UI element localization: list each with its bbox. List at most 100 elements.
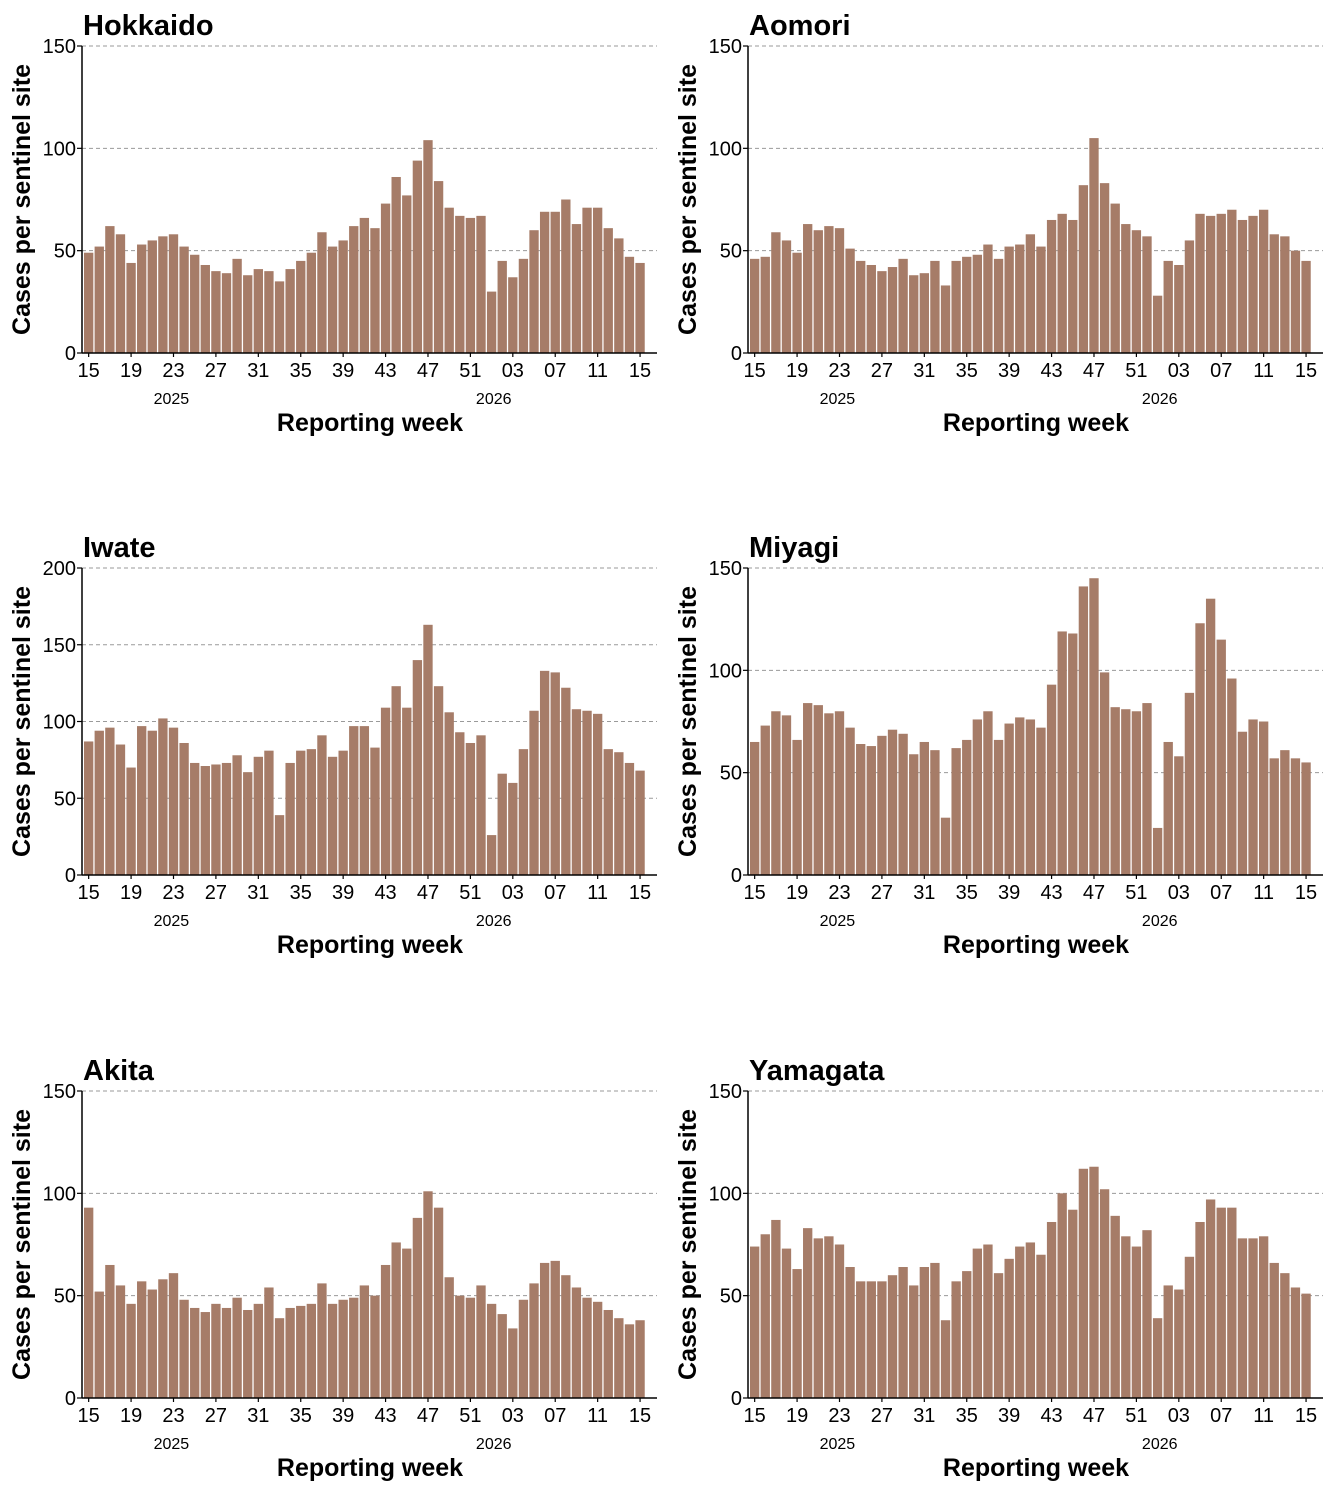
bar-week-39-24	[1004, 246, 1014, 353]
bar-week-03-40	[1174, 264, 1184, 353]
x-tick-label: 51	[459, 1405, 481, 1427]
bar-week-04-41	[518, 749, 529, 875]
bar-week-20-5	[137, 1281, 147, 1398]
x-tick-label: 07	[1210, 1405, 1232, 1427]
bar-week-45-30	[1068, 1209, 1078, 1398]
bar-week-30-15	[909, 754, 919, 875]
x-tick-label: 15	[744, 882, 766, 904]
bar-week-19-4	[792, 739, 802, 875]
bar-week-16-1	[94, 1291, 104, 1398]
bar-week-16-1	[94, 730, 104, 875]
y-tick-label: 100	[43, 712, 76, 734]
bar-week-21-6	[813, 230, 823, 353]
bar-week-37-22	[983, 1244, 993, 1398]
y-tick-label: 50	[720, 1286, 742, 1308]
y-tick-label: 150	[709, 36, 742, 58]
x-tick-label: 19	[120, 360, 142, 382]
bars	[750, 1166, 1311, 1398]
x-tick-label: 47	[1083, 882, 1105, 904]
bar-week-08-45	[1227, 678, 1237, 875]
bar-week-46-31	[1078, 185, 1089, 353]
x-tick-label: 11	[1253, 882, 1274, 904]
bar-week-05-42	[529, 710, 539, 875]
bar-week-37-22	[983, 244, 993, 353]
bar-week-31-16	[919, 741, 929, 875]
bar-week-43-28	[380, 203, 391, 353]
bar-week-36-21	[306, 1303, 317, 1398]
bar-week-26-11	[200, 1312, 210, 1398]
x-tick-label: 35	[290, 882, 312, 904]
bar-week-27-12	[211, 764, 221, 875]
bar-week-14-51	[624, 1324, 635, 1398]
y-tick-label: 150	[43, 635, 76, 657]
bar-week-39-24	[338, 240, 348, 353]
bar-week-01-38	[1152, 827, 1163, 875]
bar-week-10-47	[582, 710, 592, 875]
panel-title: Miyagi	[749, 532, 839, 564]
bar-week-46-31	[1078, 1168, 1089, 1398]
bar-week-14-51	[624, 256, 635, 353]
bar-week-51-36	[1131, 711, 1142, 875]
x-tick-label: 51	[1125, 360, 1147, 382]
bar-week-11-48	[592, 207, 603, 353]
bar-week-03-40	[508, 1328, 518, 1398]
bar-week-32-17	[930, 1262, 940, 1398]
bar-week-09-46	[1237, 731, 1248, 875]
year-label: 2026	[476, 391, 512, 408]
bar-week-43-28	[1046, 684, 1057, 875]
x-tick-label: 47	[1083, 1405, 1105, 1427]
bar-week-20-5	[803, 224, 813, 353]
bar-week-45-30	[1068, 633, 1078, 875]
x-tick-label: 39	[332, 360, 354, 382]
bar-week-32-17	[930, 260, 940, 353]
bar-week-38-23	[993, 739, 1004, 875]
bar-week-23-8	[834, 711, 845, 875]
bar-week-33-18	[940, 817, 951, 875]
x-tick-label: 43	[374, 882, 396, 904]
bar-week-43-28	[1046, 1221, 1057, 1398]
bar-week-52-37	[1142, 703, 1152, 875]
bar-week-24-9	[845, 1267, 855, 1398]
bar-week-41-26	[1025, 234, 1036, 353]
bar-week-28-13	[221, 1307, 232, 1398]
x-tick-label: 35	[956, 360, 978, 382]
x-tick-label: 11	[587, 1405, 608, 1427]
bar-week-17-2	[771, 1219, 781, 1398]
year-label: 2025	[154, 391, 190, 408]
bar-week-49-34	[1110, 1215, 1120, 1398]
bar-week-51-36	[465, 742, 476, 875]
bar-week-21-6	[813, 1238, 823, 1398]
bar-week-39-24	[1004, 723, 1014, 875]
bar-week-38-23	[327, 246, 338, 353]
x-tick-label: 23	[828, 1405, 850, 1427]
bar-week-35-20	[962, 256, 972, 353]
bar-week-52-37	[1142, 1230, 1152, 1398]
bar-week-05-42	[529, 230, 539, 353]
bar-week-47-32	[423, 624, 433, 875]
bar-week-01-38	[486, 835, 497, 875]
bar-week-06-43	[539, 1262, 550, 1398]
bar-week-35-20	[296, 1305, 306, 1398]
bar-week-13-50	[614, 1318, 624, 1398]
year-label: 2026	[1142, 1436, 1178, 1453]
bar-week-15-0	[84, 252, 94, 353]
bar-week-38-23	[327, 756, 338, 875]
year-label: 2026	[476, 1436, 512, 1453]
y-tick-label: 100	[709, 138, 742, 160]
panel-miyagi: Miyagi 0 50 100 150 15 19 23 27 31 35 39 43 47 51 03 07 1…	[674, 532, 1323, 959]
bar-week-39-24	[338, 1299, 348, 1398]
bar-week-22-7	[158, 236, 168, 353]
bar-week-34-19	[951, 260, 961, 353]
bar-week-17-2	[771, 711, 781, 875]
bar-week-13-50	[614, 752, 624, 875]
bar-week-42-27	[1036, 727, 1046, 875]
bar-week-10-47	[1248, 215, 1258, 353]
x-tick-label: 51	[1125, 1405, 1147, 1427]
bar-week-26-11	[866, 1281, 876, 1398]
bar-week-36-21	[972, 254, 983, 353]
x-tick-label: 39	[332, 882, 354, 904]
bar-week-13-50	[1280, 236, 1290, 353]
bar-week-14-51	[1290, 758, 1301, 875]
x-tick-label: 51	[1125, 882, 1147, 904]
bar-week-40-25	[349, 1297, 359, 1398]
